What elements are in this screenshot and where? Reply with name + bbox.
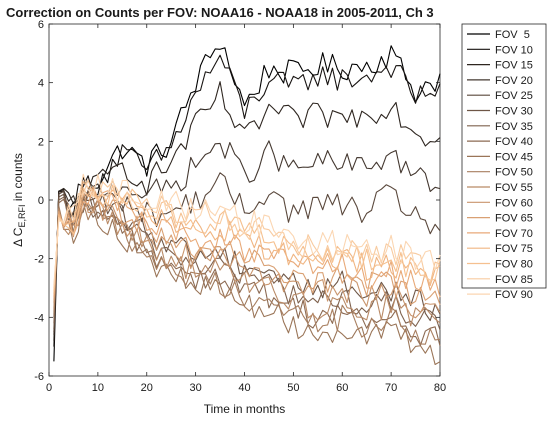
legend-label: FOV 40 xyxy=(495,136,533,148)
series-line-fov-65 xyxy=(53,186,441,305)
series-line-fov-90 xyxy=(53,173,441,286)
y-axis-label: Δ CE,RFI in counts xyxy=(11,153,27,247)
series-line-fov-10 xyxy=(53,54,441,347)
x-tick-label: 70 xyxy=(385,382,397,394)
y-tick-label: -6 xyxy=(34,371,44,383)
legend-label: FOV 60 xyxy=(495,197,533,209)
chart-legend: FOV 5 FOV 10 FOV 15 FOV 20 FOV 25 FOV 30 FOV 3… xyxy=(461,23,547,301)
legend-label: FOV 85 xyxy=(495,274,533,286)
series-line-fov-85 xyxy=(53,179,441,289)
x-tick-label: 10 xyxy=(92,382,104,394)
legend-label: FOV 20 xyxy=(495,75,533,87)
series-line-fov-15 xyxy=(53,81,441,341)
series-line-fov-50 xyxy=(53,198,441,345)
legend-label: FOV 55 xyxy=(495,182,533,194)
axis-layer: 0 10 20 30 40 50 60 70 80 -6 -4 -2 0 2 4 6 xyxy=(34,19,446,394)
x-tick-label: 40 xyxy=(238,382,250,394)
y-axis-label-tail: in counts xyxy=(11,153,25,204)
legend-label: FOV 25 xyxy=(495,90,533,102)
series-line-fov-80 xyxy=(53,184,441,291)
x-tick-label: 0 xyxy=(46,382,52,394)
legend-label: FOV 50 xyxy=(495,167,533,179)
y-tick-label: 6 xyxy=(38,19,44,31)
x-tick-label: 60 xyxy=(336,382,348,394)
y-tick-label: -4 xyxy=(34,312,44,324)
legend-label: FOV 75 xyxy=(495,243,533,255)
series-line-fov-75 xyxy=(53,181,441,294)
series-line-fov-20 xyxy=(53,140,441,335)
legend-label: FOV 35 xyxy=(495,121,533,133)
chart-title: Correction on Counts per FOV: NOAA16 - N… xyxy=(6,5,434,20)
series-line-fov-60 xyxy=(53,188,441,319)
y-axis-label-subscript: E,RFI xyxy=(17,205,27,228)
y-tick-label: 0 xyxy=(38,195,44,207)
x-tick-label: 20 xyxy=(141,382,153,394)
series-line-fov-55 xyxy=(53,199,441,327)
x-tick-label: 80 xyxy=(434,382,446,394)
legend-label: FOV 30 xyxy=(495,106,533,118)
legend-label: FOV 70 xyxy=(495,228,533,240)
x-tick-label: 50 xyxy=(287,382,299,394)
series-layer xyxy=(53,45,441,366)
legend-label: FOV 80 xyxy=(495,259,533,271)
y-axis-label-main: Δ C xyxy=(11,227,25,247)
y-tick-label: -2 xyxy=(34,254,44,266)
legend-label: FOV 5 xyxy=(495,29,530,41)
legend-label: FOV 90 xyxy=(495,289,533,301)
y-tick-label: 4 xyxy=(38,78,44,90)
x-axis-label: Time in months xyxy=(204,402,286,416)
x-tick-label: 30 xyxy=(190,382,202,394)
series-line-fov-70 xyxy=(53,188,441,298)
y-tick-label: 2 xyxy=(38,136,44,148)
legend-label: FOV 15 xyxy=(495,60,533,72)
legend-label: FOV 65 xyxy=(495,213,533,225)
legend-label: FOV 10 xyxy=(495,44,533,56)
legend-label: FOV 45 xyxy=(495,151,533,163)
